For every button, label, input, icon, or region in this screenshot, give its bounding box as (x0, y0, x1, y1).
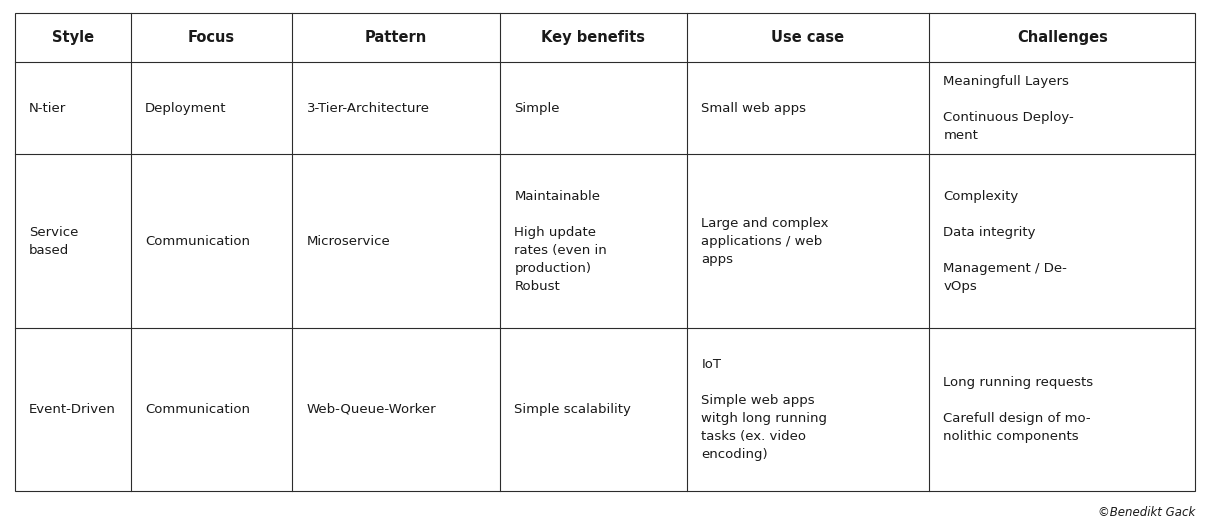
Text: Key benefits: Key benefits (541, 30, 645, 45)
Text: 3-Tier-Architecture: 3-Tier-Architecture (306, 102, 430, 114)
Text: Simple scalability: Simple scalability (514, 403, 632, 416)
Text: N-tier: N-tier (29, 102, 67, 114)
Text: ©Benedikt Gack: ©Benedikt Gack (1099, 506, 1195, 519)
Text: Event-Driven: Event-Driven (29, 403, 116, 416)
Text: IoT

Simple web apps
witgh long running
tasks (ex. video
encoding): IoT Simple web apps witgh long running t… (702, 358, 828, 461)
Text: Meaningfull Layers

Continuous Deploy-
ment: Meaningfull Layers Continuous Deploy- me… (944, 75, 1074, 141)
Text: Focus: Focus (188, 30, 235, 45)
Text: Service
based: Service based (29, 226, 79, 256)
Text: Web-Queue-Worker: Web-Queue-Worker (306, 403, 436, 416)
Text: Pattern: Pattern (365, 30, 427, 45)
Text: Simple: Simple (514, 102, 560, 114)
Text: Communication: Communication (145, 403, 250, 416)
Text: Microservice: Microservice (306, 234, 391, 247)
Text: Small web apps: Small web apps (702, 102, 806, 114)
Text: Style: Style (52, 30, 93, 45)
Text: Challenges: Challenges (1016, 30, 1107, 45)
Text: Maintainable

High update
rates (even in
production)
Robust: Maintainable High update rates (even in … (514, 189, 607, 292)
Text: Deployment: Deployment (145, 102, 226, 114)
Text: Communication: Communication (145, 234, 250, 247)
Text: Long running requests

Carefull design of mo-
nolithic components: Long running requests Carefull design of… (944, 376, 1094, 443)
Text: Use case: Use case (772, 30, 845, 45)
Text: Complexity

Data integrity

Management / De-
vOps: Complexity Data integrity Management / D… (944, 189, 1067, 292)
Text: Large and complex
applications / web
apps: Large and complex applications / web app… (702, 217, 829, 266)
